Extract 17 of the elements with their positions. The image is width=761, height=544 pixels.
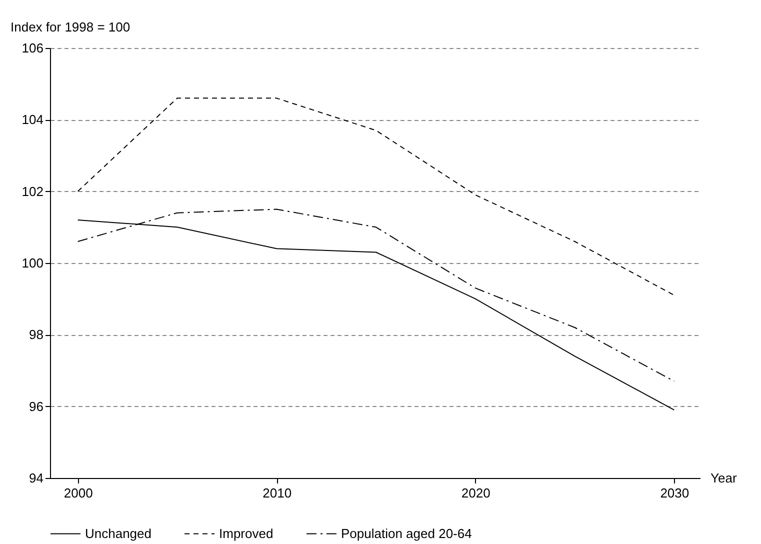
y-tick-label: 96 [29, 398, 44, 414]
y-tick-label: 106 [22, 40, 44, 56]
y-axis-title: Index for 1998 = 100 [10, 20, 130, 34]
y-tick-label: 104 [22, 112, 44, 128]
x-tick-label: 2020 [461, 486, 490, 500]
x-tick-label: 2000 [64, 486, 93, 500]
x-tick-label: 2010 [262, 486, 292, 500]
line-series [77, 98, 675, 296]
x-tick-label: 2030 [660, 486, 690, 500]
y-tick-label: 94 [29, 470, 44, 486]
y-tick-label: 100 [22, 256, 44, 270]
y-tick-label: 102 [22, 184, 44, 199]
y-tick-label: 98 [29, 327, 44, 342]
x-axis-title: Year [710, 470, 738, 486]
legend-label: Improved [219, 526, 274, 541]
legend-label: Unchanged [85, 526, 152, 541]
legend-label: Population aged 20-64 [341, 526, 472, 541]
